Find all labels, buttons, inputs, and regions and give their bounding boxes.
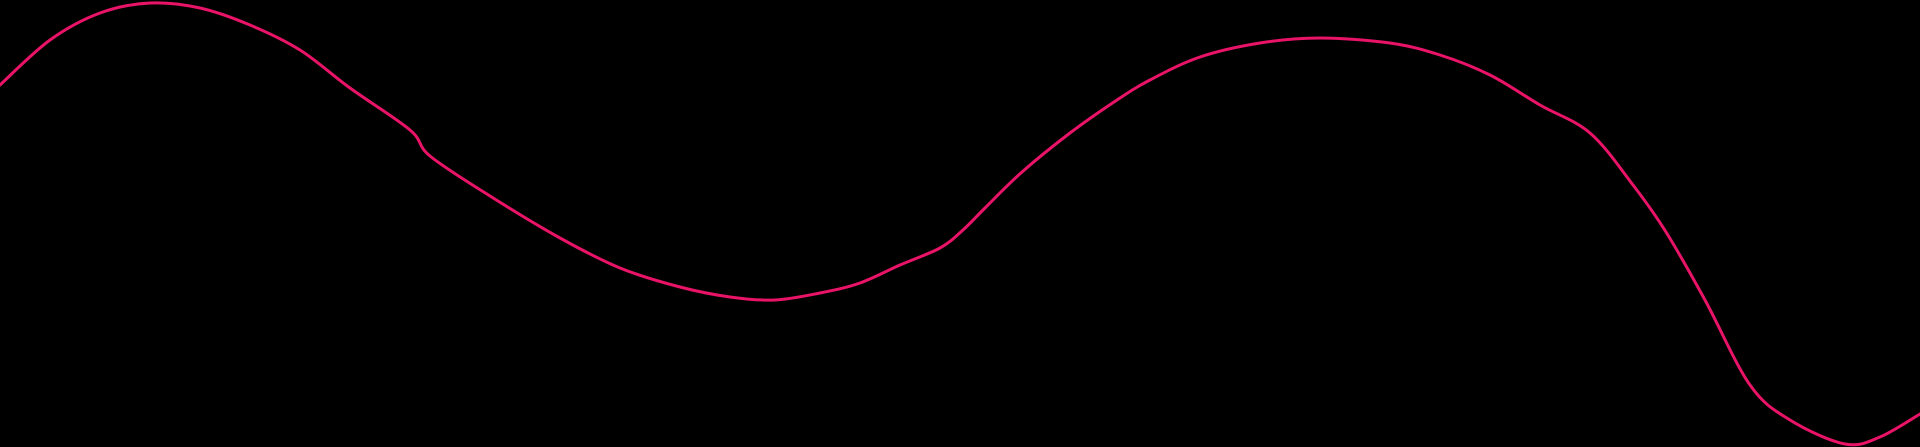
wave-curve-line (0, 1, 1920, 447)
curve-canvas (0, 0, 1920, 447)
wave-chart-svg (0, 1, 1920, 447)
